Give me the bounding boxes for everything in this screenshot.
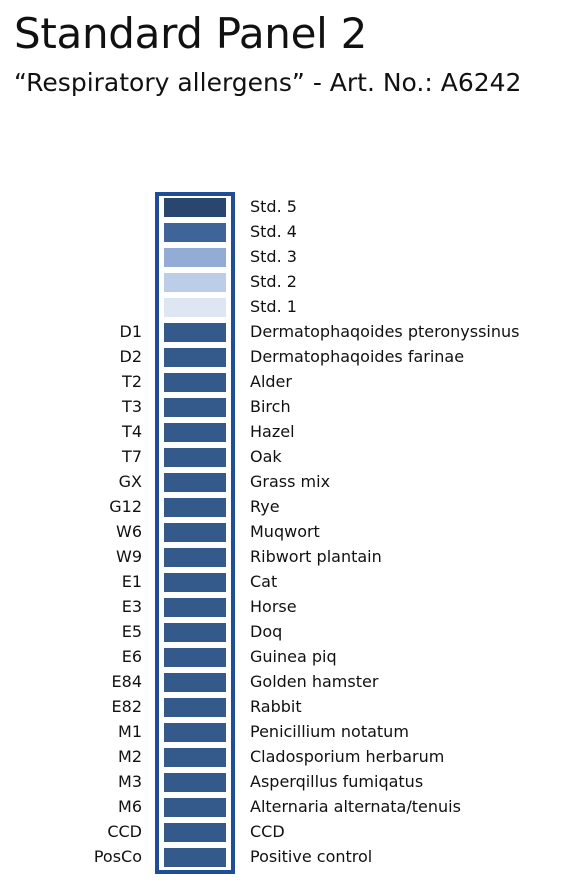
allergen-code: PosCo bbox=[93, 847, 142, 866]
strip-band bbox=[164, 248, 226, 267]
allergen-label: Rabbit bbox=[250, 697, 302, 716]
allergen-label: Birch bbox=[250, 397, 291, 416]
allergen-code: CCD bbox=[107, 822, 142, 841]
allergen-code: E3 bbox=[121, 597, 142, 616]
strip-band bbox=[164, 223, 226, 242]
allergen-code: GX bbox=[118, 472, 142, 491]
allergen-code: M3 bbox=[118, 772, 142, 791]
strip-band bbox=[164, 473, 226, 492]
strip-band bbox=[164, 423, 226, 442]
strip-band bbox=[164, 798, 226, 817]
allergen-label: Hazel bbox=[250, 422, 295, 441]
allergen-label: Alternaria alternata/tenuis bbox=[250, 797, 461, 816]
panel-title: Standard Panel 2 bbox=[14, 9, 367, 58]
allergen-code: E84 bbox=[111, 672, 142, 691]
strip-band bbox=[164, 848, 226, 867]
allergen-label: Alder bbox=[250, 372, 292, 391]
allergen-label: Horse bbox=[250, 597, 297, 616]
strip-band bbox=[164, 698, 226, 717]
allergen-label: Dermatophaqoides farinae bbox=[250, 347, 465, 366]
allergen-label: Rye bbox=[250, 497, 280, 516]
strip-band bbox=[164, 598, 226, 617]
allergen-label: Penicillium notatum bbox=[250, 722, 409, 741]
allergen-code: M6 bbox=[118, 797, 142, 816]
allergen-label: CCD bbox=[250, 822, 285, 841]
allergen-code: T2 bbox=[122, 372, 142, 391]
strip-band bbox=[164, 748, 226, 767]
allergen-code: M1 bbox=[118, 722, 142, 741]
strip-band bbox=[164, 398, 226, 417]
allergen-label: Ribwort plantain bbox=[250, 547, 382, 566]
allergen-label: Guinea piq bbox=[250, 647, 337, 666]
allergen-code: D2 bbox=[119, 347, 143, 366]
allergen-code: W9 bbox=[116, 547, 142, 566]
allergen-code: E6 bbox=[121, 647, 142, 666]
test-strip bbox=[155, 192, 235, 874]
allergen-code: M2 bbox=[118, 747, 142, 766]
allergen-label: Doq bbox=[250, 622, 283, 641]
allergen-label: Std. 2 bbox=[250, 272, 297, 291]
strip-band bbox=[164, 273, 226, 292]
strip-band bbox=[164, 348, 226, 367]
allergen-label: Cat bbox=[250, 572, 278, 591]
strip-band bbox=[164, 323, 226, 342]
strip-band bbox=[164, 548, 226, 567]
allergen-label: Std. 5 bbox=[250, 197, 297, 216]
allergen-code: D1 bbox=[119, 322, 143, 341]
strip-band bbox=[164, 823, 226, 842]
strip-band bbox=[164, 523, 226, 542]
strip-band bbox=[164, 648, 226, 667]
strip-band bbox=[164, 573, 226, 592]
strip-band bbox=[164, 673, 226, 692]
strip-band bbox=[164, 623, 226, 642]
strip-band bbox=[164, 773, 226, 792]
strip-band bbox=[164, 373, 226, 392]
allergen-code: T3 bbox=[122, 397, 142, 416]
panel-subtitle: “Respiratory allergens” - Art. No.: A624… bbox=[14, 68, 522, 97]
strip-band bbox=[164, 498, 226, 517]
allergen-label: Std. 1 bbox=[250, 297, 297, 316]
allergen-label: Asperqillus fumiqatus bbox=[250, 772, 424, 791]
allergen-label: Std. 3 bbox=[250, 247, 297, 266]
strip-band bbox=[164, 298, 226, 317]
allergen-label: Golden hamster bbox=[250, 672, 379, 691]
allergen-code: T7 bbox=[122, 447, 142, 466]
allergen-code: E5 bbox=[121, 622, 142, 641]
allergen-label: Positive control bbox=[250, 847, 373, 866]
strip-band bbox=[164, 448, 226, 467]
allergen-code: E82 bbox=[111, 697, 142, 716]
strip-band bbox=[164, 723, 226, 742]
allergen-label: Dermatophaqoides pteronyssinus bbox=[250, 322, 520, 341]
allergen-label: Std. 4 bbox=[250, 222, 297, 241]
strip-band bbox=[164, 198, 226, 217]
allergen-label: Oak bbox=[250, 447, 282, 466]
allergen-code: G12 bbox=[109, 497, 142, 516]
allergen-code: E1 bbox=[121, 572, 142, 591]
allergen-code: W6 bbox=[116, 522, 142, 541]
allergen-label: Cladosporium herbarum bbox=[250, 747, 445, 766]
allergen-code: T4 bbox=[122, 422, 142, 441]
allergen-label: Muqwort bbox=[250, 522, 320, 541]
allergen-label: Grass mix bbox=[250, 472, 331, 491]
